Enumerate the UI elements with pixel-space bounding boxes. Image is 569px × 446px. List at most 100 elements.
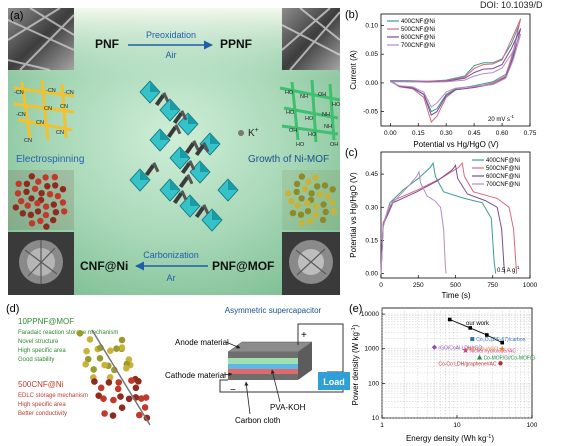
cn-group-label: CN — [44, 106, 52, 112]
x-tick-label: 0.15 — [412, 130, 425, 137]
oh-group-label: HO — [305, 116, 314, 122]
mof-particle — [50, 216, 57, 224]
mof-particle — [128, 377, 135, 384]
doi-label: DOI: 10.1039/D — [480, 0, 543, 10]
plus-terminal: + — [301, 330, 307, 341]
x-tick-label: 0.60 — [496, 130, 509, 137]
asymmetric-supercapacitor-label: Asymmetric supercapacitor — [225, 306, 322, 315]
cn-label-group: -CN -CN CN -CN CN CN CN -CN CN — [14, 88, 74, 144]
ppnf-mof-properties: Faradaic reaction storage mechanism Novel… — [18, 330, 118, 363]
mof-particle — [289, 209, 297, 217]
our-work-point — [500, 340, 504, 345]
oh-group-label: OH — [289, 128, 297, 134]
cnf-ni-property: High specific area — [18, 402, 66, 408]
gcd-curve-700CNF@Ni — [380, 170, 447, 274]
ref-label: Co-Co LDH/graphene//AC — [438, 361, 496, 367]
mof-particle — [43, 223, 50, 230]
load-label: Load — [323, 377, 345, 387]
mof-particle — [24, 202, 31, 209]
legend-label: 700CNF@Ni — [486, 182, 520, 188]
ref-point — [476, 354, 483, 360]
mof-particle — [34, 200, 41, 207]
sem-image-top-left — [7, 7, 75, 71]
mof-particle — [12, 204, 19, 211]
mof-particle — [109, 412, 117, 419]
anode-material-label: Anode material — [175, 338, 229, 347]
mof-particle — [42, 174, 49, 181]
mof-particle — [14, 190, 22, 197]
oh-group-label: NH — [300, 94, 308, 100]
cathode-active-layer — [228, 369, 298, 374]
ppnf-label: PPNF — [220, 37, 252, 51]
panel-c-frame — [380, 151, 531, 279]
mof-particle — [322, 208, 329, 216]
panel-e-ylabel: Power density (W kg-1) — [351, 324, 360, 405]
mof-particle — [28, 173, 35, 180]
cnf-ni-properties: EDLC storage mechanism High specific area… — [18, 393, 88, 417]
mof-particle — [115, 379, 122, 386]
mof-particle — [308, 190, 315, 197]
ppnf-mof-property: Novel structure — [18, 339, 59, 345]
linker — [174, 124, 182, 135]
mof-particle — [100, 395, 107, 403]
oh-group-label: HO — [296, 142, 305, 148]
oh-group-label: HO — [332, 102, 341, 108]
cnf-ni-property: EDLC storage mechanism — [18, 393, 88, 399]
mof-particle — [101, 410, 108, 417]
linker — [172, 191, 184, 205]
cathode-layer — [228, 374, 298, 380]
mof-particle — [301, 185, 309, 193]
separator-layer — [228, 364, 298, 369]
mof-particle — [123, 364, 130, 372]
mof-particle — [15, 180, 22, 187]
mof-particle — [95, 392, 102, 400]
octahedron-face — [160, 129, 170, 140]
y-tick-label: 0.15 — [365, 237, 378, 244]
anode-layer-front — [228, 352, 298, 358]
linker — [184, 141, 196, 155]
oh-group-label: OH — [318, 92, 326, 98]
growth-ni-mof-label: Growth of Ni-MOF — [248, 154, 329, 165]
panel-c-xlabel: Time (s) — [441, 291, 470, 300]
oh-group-label: HO — [308, 132, 317, 138]
ppnf-mof-property: High specific area — [18, 348, 66, 354]
panel-label-a: (a) — [10, 10, 23, 22]
ref-point — [498, 361, 503, 366]
mof-particle — [312, 211, 320, 219]
octahedron-face — [170, 179, 180, 190]
x-tick-label: 0.45 — [468, 130, 481, 137]
mof-particle — [91, 378, 98, 385]
ar-label: Ar — [167, 273, 176, 283]
mof-particle — [114, 385, 122, 393]
y-tick-label: 1000 — [365, 346, 380, 353]
cnf-ni-label: CNF@Ni — [80, 259, 128, 273]
panel-b-frame — [380, 13, 531, 127]
oh-group-label: HO — [286, 110, 295, 116]
air-label-top: Air — [166, 50, 177, 60]
mof-particle — [52, 209, 60, 216]
mof-particle — [46, 191, 54, 198]
mof-particle — [83, 347, 90, 355]
mof-particle — [307, 217, 314, 224]
cn-group-label: -CN — [16, 112, 26, 118]
sem-image-bottom-right — [282, 232, 340, 295]
mof-particle — [118, 344, 126, 351]
mof-particle — [44, 183, 51, 190]
y-tick-label: 0.05 — [365, 51, 378, 58]
mof-particle — [59, 186, 67, 193]
mof-particle — [42, 203, 50, 210]
mof-particle — [86, 336, 94, 343]
panel-label-e: (e) — [349, 303, 362, 315]
our-work-point — [485, 333, 489, 337]
cathode-pointer — [221, 372, 233, 377]
mof-particle — [38, 190, 45, 197]
panel-b-legend: 400CNF@Ni 500CNF@Ni 600CNF@Ni 700CNF@Ni — [387, 19, 435, 49]
panel-e-grid — [381, 308, 532, 419]
mof-particle — [28, 220, 36, 227]
y-tick-label: 10 — [372, 415, 380, 422]
mof-particle — [324, 192, 331, 200]
gcd-curve-600CNF@Ni — [380, 163, 506, 274]
cn-group-label: -CN — [64, 90, 74, 96]
